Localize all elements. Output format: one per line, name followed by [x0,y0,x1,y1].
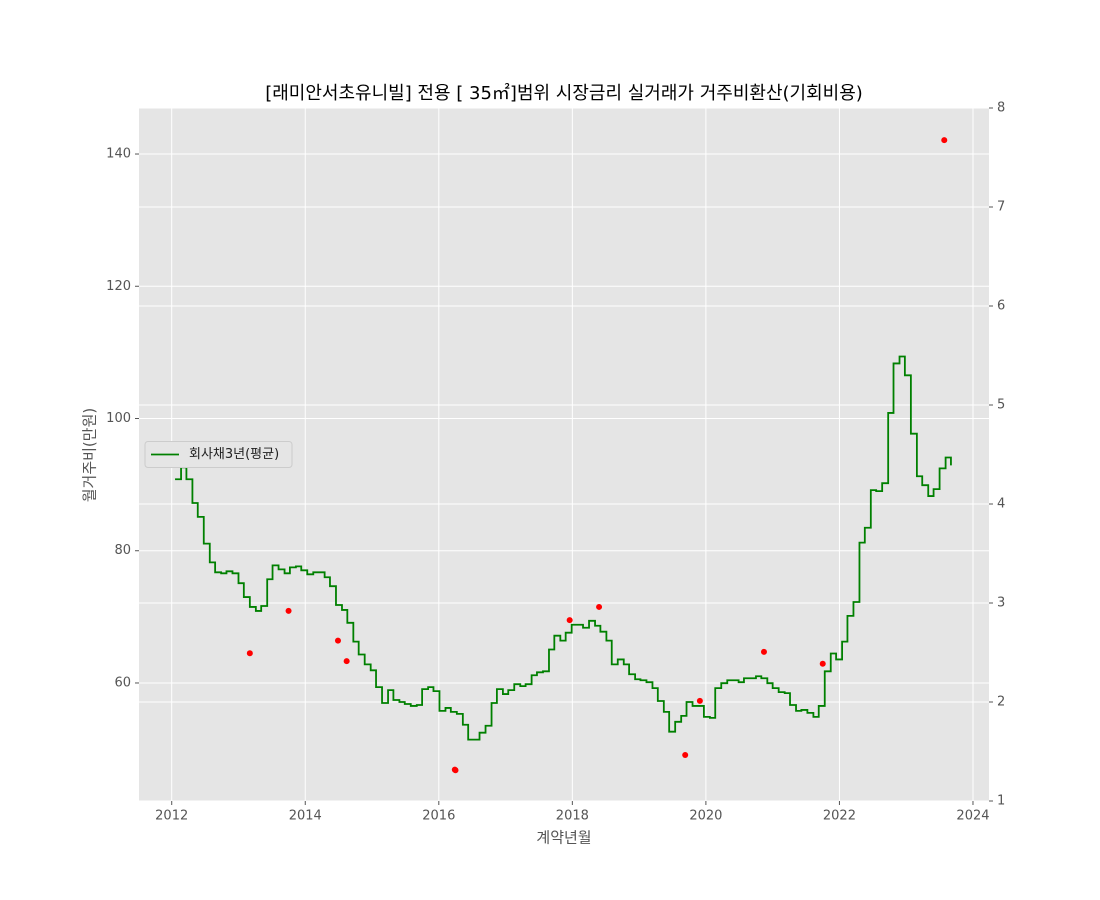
legend-label: 회사채3년(평균) [189,447,279,462]
point [566,617,573,624]
x-axis-label: 계약년월 [536,829,591,847]
x-tick-label: 2020 [689,809,722,824]
point [696,697,703,704]
chart-title: [래미안서초유니빌] 전용 [ 35㎡]범위 시장금리 실거래가 거주비환산(기… [265,82,863,104]
point [941,137,948,144]
point [682,752,689,759]
y-tick-label: 140 [106,147,131,162]
y-tick-label: 60 [114,675,131,690]
y-tick-label: 80 [114,543,131,558]
point [334,637,341,644]
y2-tick-label: 2 [997,695,1005,710]
point [596,603,603,610]
point [285,607,292,614]
point [452,767,459,774]
x-tick-label: 2014 [289,809,322,824]
y2-tick-label: 1 [997,794,1005,809]
y-tick-label: 100 [106,411,131,426]
y2-tick-label: 3 [997,596,1005,611]
y2-tick-label: 7 [997,200,1005,215]
y2-tick-label: 8 [997,101,1005,116]
y-axis-label: 월거주비(만원) [81,408,99,503]
y2-tick-label: 4 [997,497,1005,512]
marks [175,137,952,774]
point [819,660,826,667]
legend-box [144,441,293,468]
x-tick-label: 2018 [556,809,589,824]
x-tick-label: 2024 [956,809,989,824]
y-tick-label: 120 [106,279,131,294]
point [343,658,350,665]
x-tick-label: 2016 [422,809,455,824]
y2-tick-label: 5 [997,398,1005,413]
point [246,650,253,657]
grid [139,107,989,802]
point [760,648,767,655]
y2-tick-label: 6 [997,299,1005,314]
x-tick-label: 2022 [823,809,856,824]
x-tick-label: 2012 [155,809,188,824]
step-line [175,355,952,741]
